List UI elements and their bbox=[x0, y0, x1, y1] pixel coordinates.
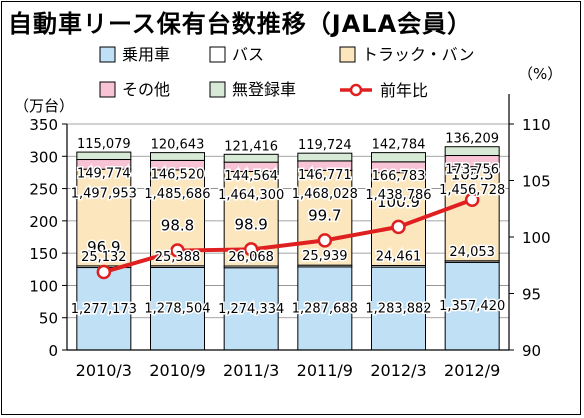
y2-tick-label: 110 bbox=[522, 116, 551, 134]
x-tick-label: 2011/3 bbox=[223, 361, 279, 380]
bar-segment bbox=[150, 152, 205, 161]
bar-value-label: 1,357,420 bbox=[439, 299, 505, 314]
bar-value-label: 24,461 bbox=[376, 250, 422, 265]
legend-label: トラック・バン bbox=[362, 45, 474, 64]
y2-tick-label: 95 bbox=[522, 286, 541, 304]
bar-segment bbox=[297, 152, 353, 162]
ratio-value-label: 100.9 bbox=[377, 193, 420, 211]
ratio-value-label: 98.9 bbox=[234, 215, 267, 233]
y2-tick-label: 105 bbox=[522, 173, 551, 191]
bar-segment bbox=[223, 153, 279, 163]
bar-value-label: 121,416 bbox=[224, 139, 278, 154]
bar-value-label: 142,784 bbox=[372, 138, 426, 153]
bar-value-label: 149,774 bbox=[77, 167, 131, 182]
bar-value-label: 1,274,334 bbox=[218, 302, 284, 317]
y-tick-label: 50 bbox=[39, 310, 58, 328]
bar-segment bbox=[297, 266, 353, 351]
bar-segment bbox=[76, 168, 132, 267]
bar-value-label: 1,464,300 bbox=[218, 188, 284, 203]
bar-value-label: 1,497,953 bbox=[71, 187, 137, 202]
bar-segment bbox=[223, 267, 279, 351]
bar-segment bbox=[371, 152, 426, 163]
ratio-point bbox=[391, 219, 406, 235]
legend-label: 乗用車 bbox=[122, 45, 170, 64]
bar-value-label: 1,438,786 bbox=[365, 188, 431, 203]
axes: 0 50 100 150 200 250 300 350 90 95 100 105 110 （万台） （%… bbox=[14, 65, 562, 380]
bar-value-label: 1,287,688 bbox=[292, 301, 358, 316]
y2-tick-label: 100 bbox=[522, 229, 551, 247]
bar-segment bbox=[444, 166, 500, 262]
bar-segment bbox=[76, 267, 132, 351]
y-tick-label: 150 bbox=[29, 245, 58, 263]
bar-value-label: 1,468,028 bbox=[292, 187, 358, 202]
bar-value-label: 25,939 bbox=[302, 249, 348, 264]
y-axis-title: （万台） bbox=[14, 97, 74, 115]
bars bbox=[76, 146, 500, 351]
ratio-point bbox=[96, 264, 112, 280]
x-tick-label: 2010/3 bbox=[76, 361, 132, 380]
bar-value-label: 1,456,728 bbox=[439, 183, 505, 198]
bar-value-label: 173,756 bbox=[445, 163, 499, 178]
bar-value-label: 25,388 bbox=[155, 250, 201, 265]
legend-swatch bbox=[339, 46, 356, 63]
y2-tick-label: 90 bbox=[522, 342, 541, 360]
x-tick-label: 2012/9 bbox=[444, 361, 500, 380]
bar-value-label: 1,278,504 bbox=[144, 302, 210, 317]
legend-label: その他 bbox=[122, 80, 170, 99]
bar-value-label: 26,068 bbox=[228, 250, 274, 265]
ratio-point bbox=[317, 233, 333, 248]
bar-segment bbox=[76, 151, 132, 161]
legend-swatch bbox=[99, 46, 116, 63]
ratio-value-label: 103.3 bbox=[451, 166, 494, 184]
bar-value-label: 115,079 bbox=[77, 137, 131, 152]
bar-segment bbox=[297, 169, 353, 266]
bar-value-label: 146,520 bbox=[151, 167, 205, 182]
bar-segment bbox=[371, 266, 426, 351]
x-tick-label: 2012/3 bbox=[370, 361, 426, 380]
legend-swatch bbox=[99, 81, 116, 98]
gridlines bbox=[67, 123, 509, 319]
bar-segment bbox=[444, 261, 500, 351]
bar-segment bbox=[444, 146, 500, 157]
ratio-point bbox=[464, 192, 480, 207]
x-tick-label: 2010/9 bbox=[149, 361, 205, 380]
bar-value-label: 24,053 bbox=[449, 245, 495, 260]
bar-value-label: 136,209 bbox=[445, 132, 499, 147]
chart-title: 自動車リース保有台数推移（JALA会員） bbox=[8, 10, 473, 38]
bar-value-label: 120,643 bbox=[151, 138, 205, 153]
legend-label: 前年比 bbox=[380, 81, 428, 100]
bar-value-label: 144,564 bbox=[224, 169, 278, 184]
bar-value-label: 166,783 bbox=[372, 169, 426, 184]
ratio-value-label: 96.9 bbox=[87, 238, 120, 256]
ratio-point bbox=[243, 242, 259, 257]
y-tick-label: 200 bbox=[29, 213, 58, 231]
legend-swatch bbox=[209, 46, 226, 63]
bar-value-label: 146,771 bbox=[298, 168, 352, 183]
bar-value-label: 1,277,173 bbox=[71, 302, 137, 317]
bar-value-label: 1,283,882 bbox=[365, 302, 431, 317]
ratio-line-path bbox=[103, 197, 473, 274]
y2-axis-title: （%） bbox=[518, 65, 562, 83]
y-tick-label: 100 bbox=[29, 277, 58, 295]
y-tick-label: 350 bbox=[29, 116, 58, 134]
ratio-line: 96.9 98.8 98.9 99.7 100.9 103.3 bbox=[86, 164, 495, 280]
legend-label: 無登録車 bbox=[232, 80, 296, 99]
bar-value-label: 25,132 bbox=[81, 250, 127, 265]
legend-label: バス bbox=[232, 45, 264, 64]
ratio-point bbox=[170, 243, 185, 258]
ratio-value-label: 98.8 bbox=[161, 217, 194, 235]
x-tick-label: 2011/9 bbox=[297, 361, 353, 380]
bar-segment bbox=[150, 266, 205, 351]
legend-swatch bbox=[209, 81, 226, 98]
y-tick-label: 250 bbox=[29, 181, 58, 199]
bar-value-label: 119,724 bbox=[298, 138, 352, 153]
y-tick-label: 0 bbox=[48, 342, 58, 360]
bar-value-label: 1,485,686 bbox=[144, 187, 210, 202]
data-labels: 1,277,173 25,132 1,497,953 149,774 115,079 1,… bbox=[69, 130, 507, 318]
legend-line-marker bbox=[349, 83, 363, 97]
y-tick-label: 300 bbox=[29, 148, 58, 166]
ratio-value-label: 99.7 bbox=[308, 206, 341, 224]
